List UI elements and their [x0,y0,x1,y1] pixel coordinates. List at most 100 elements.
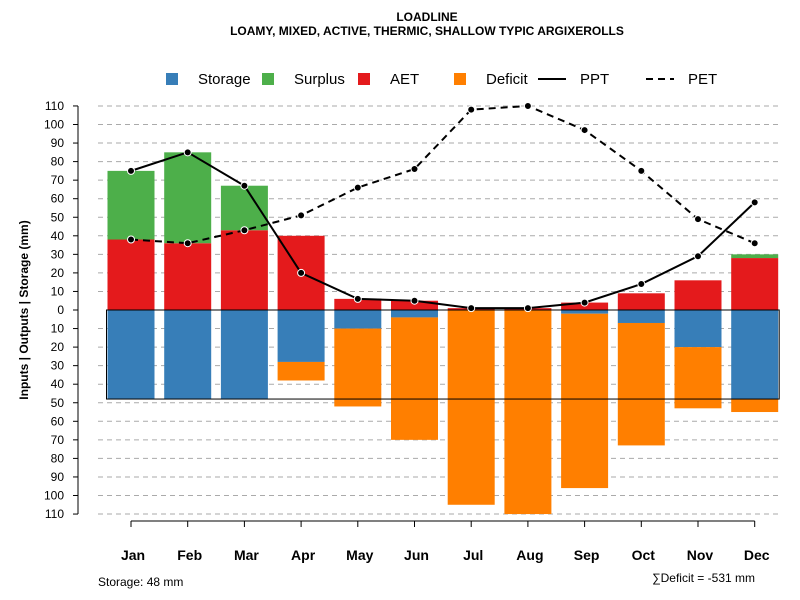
chart-subtitle: LOAMY, MIXED, ACTIVE, THERMIC, SHALLOW T… [230,24,624,38]
bar-deficit [334,328,382,407]
legend-swatch-aet [358,73,370,85]
ppt-point [637,280,646,289]
bar-deficit [561,313,609,489]
bar-storage [391,310,438,318]
bar-storage [561,310,609,314]
y-axis: 1101009080706050403020100102030405060708… [44,99,79,521]
pet-point [297,211,306,220]
pet-point [694,215,702,224]
bar-deficit [447,310,495,505]
pet-point [637,166,646,175]
bar-storage [107,310,155,400]
legend-label-storage: Storage [198,71,251,88]
x-tick-label: Jan [121,547,145,563]
legend-label-deficit: Deficit [486,71,529,88]
bar-aet [107,239,155,310]
x-tick-label: Dec [744,547,770,563]
pet-point [353,183,362,192]
bar-surplus [164,152,212,244]
x-tick-label: Aug [516,547,543,563]
bar-aet [674,280,722,310]
x-tick-label: Feb [177,547,202,563]
x-tick-label: Mar [234,547,259,563]
y-tick-label: 40 [51,229,65,243]
legend-label-pet: PET [688,71,717,88]
deficit-sum-footnote: ∑Deficit = -531 mm [652,571,755,585]
bar-storage [674,310,722,348]
grid-lines [98,105,781,515]
y-tick-label: 70 [51,173,65,187]
pet-line [130,104,756,245]
y-tick-label: 50 [51,210,65,224]
bar-surplus [107,170,155,240]
bar-storage [164,310,212,400]
bar-aet [220,230,268,310]
ppt-point [694,252,702,261]
ppt-point [297,268,306,277]
y-tick-label: 80 [51,155,65,169]
bar-storage [277,310,325,362]
ppt-point [240,181,249,190]
pet-point [523,101,532,110]
bar-storage [731,310,779,400]
bar-deficit [731,399,779,413]
y-tick-label: 80 [51,451,65,465]
y-tick-label: 110 [45,507,64,521]
y-tick-label: 90 [51,136,65,150]
y-tick-label: 100 [44,118,64,132]
bar-aet [731,258,779,310]
bar-aet [391,300,438,310]
x-axis: Jan Feb Mar Apr May Jun Jul Aug Sep Oct Nov Dec [121,520,770,563]
y-tick-label: 40 [51,377,65,391]
legend-label-surplus: Surplus [294,71,345,88]
bar-surplus [220,185,268,231]
bars-layer [106,152,780,515]
ppt-point [580,298,589,307]
y-axis-label: Inputs | Outputs | Storage (mm) [17,220,31,399]
pet-point [127,235,135,244]
chart-title: LOADLINE [396,10,457,24]
bar-storage [334,310,382,329]
x-tick-label: Nov [687,547,714,563]
y-tick-label: 10 [51,322,65,336]
x-tick-label: Jul [463,547,483,563]
ppt-point [523,304,532,313]
chart-legend: Storage Surplus AET Deficit PPT PET [166,71,717,88]
x-tick-label: Jun [404,547,429,563]
bar-aet [164,243,212,310]
ppt-point [410,296,419,305]
ppt-point [467,304,476,313]
y-tick-label: 70 [51,433,65,447]
ppt-point [127,166,135,175]
pet-point [580,126,589,135]
y-tick-label: 60 [51,414,65,428]
pet-point [750,239,759,248]
y-tick-label: 20 [51,340,65,354]
x-tick-label: Oct [632,547,656,563]
legend-swatch-deficit [454,73,466,85]
ppt-point [353,294,362,303]
y-tick-label: 100 [44,489,64,503]
y-tick-label: 90 [51,470,65,484]
ppt-point [750,198,759,207]
y-tick-label: 30 [51,247,65,261]
x-tick-label: May [346,547,373,563]
legend-swatch-storage [166,73,178,85]
storage-footnote: Storage: 48 mm [98,575,183,589]
bar-aet [617,293,665,310]
ppt-point [183,148,192,157]
y-tick-label: 10 [51,284,65,298]
bar-storage [617,310,665,323]
y-tick-label: 30 [51,359,65,373]
bar-deficit [674,347,722,409]
y-tick-label: 20 [51,266,65,280]
y-tick-label: 0 [57,303,64,317]
bar-storage [220,310,268,400]
bar-deficit [391,317,438,440]
pet-point [467,105,476,114]
bar-surplus [731,254,779,259]
pet-point [183,239,192,248]
x-tick-label: Sep [574,547,600,563]
y-tick-label: 60 [51,192,65,206]
